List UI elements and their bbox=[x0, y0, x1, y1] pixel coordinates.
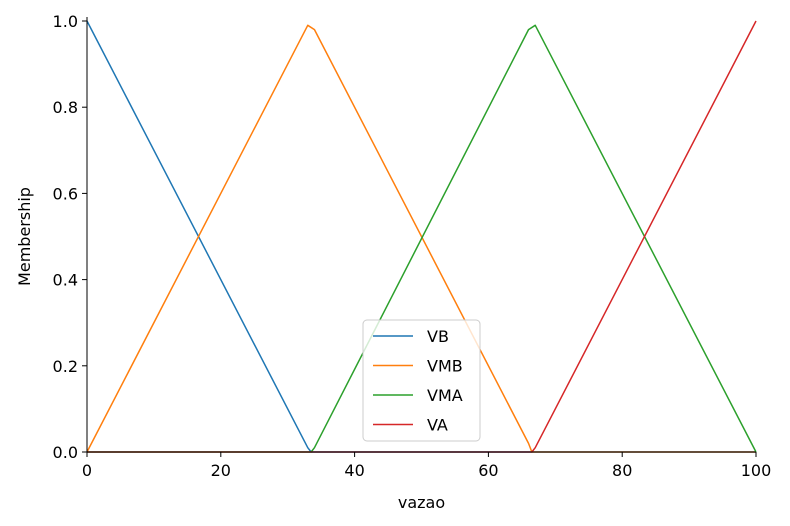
y-tick-label: 0.2 bbox=[53, 357, 78, 376]
legend: VB VMB VMA VA bbox=[362, 319, 481, 442]
legend-label-vma: VMA bbox=[427, 386, 463, 405]
legend-box bbox=[362, 319, 481, 442]
legend-label-vb: VB bbox=[427, 327, 449, 346]
x-tick-label: 40 bbox=[344, 461, 364, 480]
y-tick-label: 0.8 bbox=[53, 98, 78, 117]
legend-label-va: VA bbox=[427, 416, 448, 435]
x-tick-label: 0 bbox=[82, 461, 92, 480]
y-tick-label: 1.0 bbox=[53, 12, 78, 31]
x-axis-label: vazao bbox=[398, 493, 445, 512]
y-tick-label: 0.0 bbox=[53, 443, 78, 462]
axes bbox=[86, 17, 756, 453]
x-tick-label: 100 bbox=[741, 461, 772, 480]
y-tick-label: 0.6 bbox=[53, 184, 78, 203]
legend-label-vmb: VMB bbox=[427, 357, 463, 376]
ticks: 0 20 40 60 80 100 0.0 0.2 0.4 0.6 0.8 1.0 bbox=[53, 12, 772, 480]
x-tick-label: 60 bbox=[478, 461, 498, 480]
x-tick-label: 20 bbox=[211, 461, 231, 480]
y-axis-label: Membership bbox=[15, 187, 34, 286]
x-tick-label: 80 bbox=[612, 461, 632, 480]
y-tick-label: 0.4 bbox=[53, 271, 78, 290]
